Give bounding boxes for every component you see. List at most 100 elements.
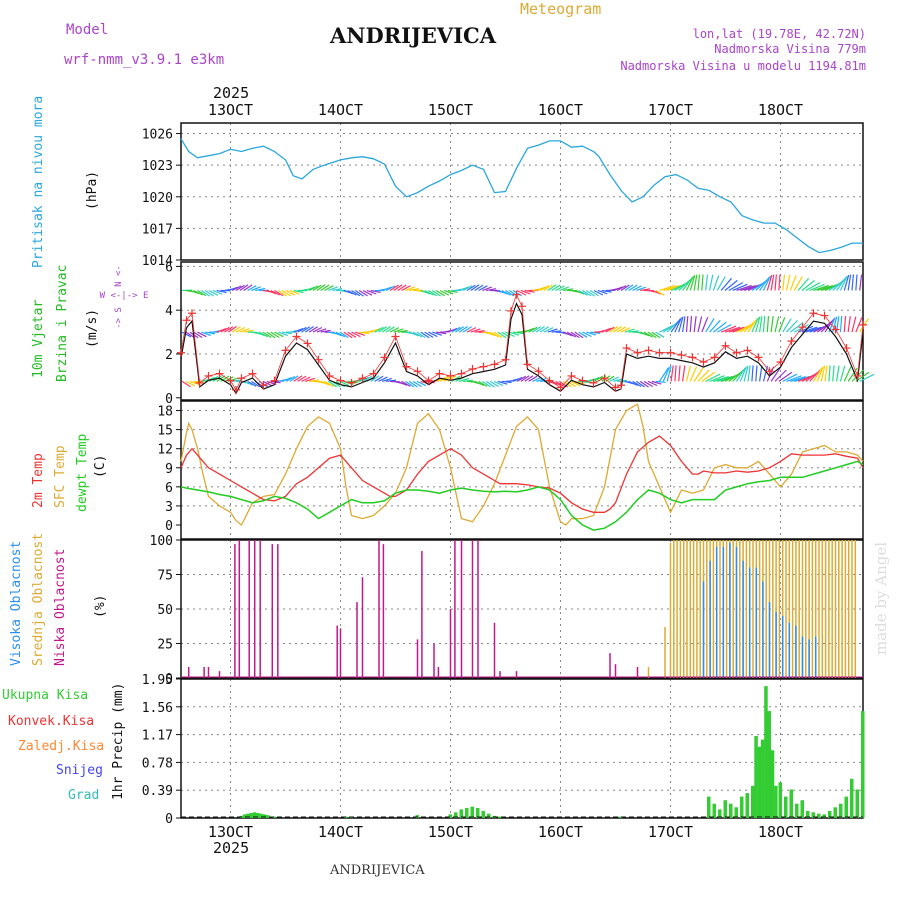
wind-arrow	[255, 287, 266, 292]
wind-ytick-label: 4	[165, 304, 173, 319]
wind-arrow	[812, 367, 823, 382]
wind-arrow	[320, 329, 331, 333]
wind-arrow	[324, 380, 334, 387]
wind-arrow	[197, 331, 207, 338]
wind-arrow	[843, 274, 850, 291]
wind-arrow	[582, 331, 592, 338]
wind-arrow	[458, 326, 468, 333]
temp-frame	[180, 400, 864, 540]
wind-arrow	[732, 283, 748, 292]
wind-arrow	[828, 365, 831, 382]
wind-arrow	[251, 380, 261, 388]
top-date-label: 18OCT	[758, 101, 803, 119]
wind-arrow	[385, 326, 395, 333]
wind-arrow	[797, 325, 814, 333]
temp-ytick-label: 6	[165, 481, 173, 496]
precip-bar	[465, 808, 469, 818]
cloud-ytick-label: 0	[165, 672, 173, 687]
credit-text: made by Angel	[872, 542, 890, 655]
wind-arrow	[462, 285, 473, 292]
wind-arrow	[566, 380, 577, 388]
wind-arrow	[185, 380, 196, 387]
wind-ytick-label: 6	[165, 260, 173, 275]
wind-label-1: 10m Vjetar	[31, 300, 46, 378]
wind-arrow	[224, 326, 234, 333]
precip-bar	[729, 803, 733, 818]
wind-arrow	[401, 285, 411, 292]
wind-arrow	[235, 284, 245, 291]
legend-snow: Snijeg	[56, 763, 103, 778]
wind-arrow	[740, 285, 756, 292]
wind-arrow	[536, 286, 546, 292]
wind-arrow	[247, 285, 257, 292]
precip-bar	[811, 812, 815, 818]
wind-arrow	[816, 366, 824, 382]
wind-arrow	[797, 278, 810, 291]
wind-arrow	[270, 331, 280, 339]
wind-arrow	[532, 326, 542, 333]
precip-bar	[252, 812, 257, 818]
wind-arrow	[543, 284, 553, 291]
wind-arrow	[516, 375, 527, 382]
wind-arrow	[482, 380, 492, 388]
wind-arrow	[658, 367, 669, 382]
wind-arrow	[701, 371, 716, 382]
t2m-line	[180, 435, 864, 513]
wind-arrow	[778, 274, 781, 291]
temp-unit: (C)	[93, 455, 108, 478]
precip-bar	[806, 810, 810, 818]
wind-arrow	[851, 316, 857, 333]
wind-arrow	[374, 375, 384, 382]
cloud-label-1: Visoka Oblacnost	[9, 541, 24, 666]
wind-arrow	[320, 284, 330, 291]
wind-arrow	[247, 380, 257, 387]
precip-bar	[459, 809, 463, 818]
precip-bar	[745, 793, 749, 818]
cloud-frame	[180, 539, 864, 679]
wind-frame	[180, 261, 864, 401]
wind-arrow	[539, 326, 550, 333]
wind-arrow	[566, 331, 577, 338]
wind-arrow	[301, 376, 311, 382]
wind-arrow	[790, 322, 804, 333]
wind-arrow	[485, 380, 495, 388]
wind-arrow	[278, 331, 289, 337]
wind-arrow	[497, 289, 508, 295]
wind-arrow	[220, 375, 230, 382]
bottom-date-label: 14OCT	[318, 823, 363, 841]
wind-arrow	[685, 316, 689, 333]
wind-arrow	[428, 331, 438, 338]
precip-bar	[470, 806, 474, 818]
wind-arrow	[201, 289, 210, 297]
precip-bar	[707, 796, 711, 818]
wind-arrow	[386, 379, 397, 382]
wind-arrow	[239, 284, 249, 291]
precip-panel: 0 0.39 0.78 1.17 1.56 1.95	[142, 673, 865, 827]
wind-arrow	[582, 289, 592, 297]
wind-arrow	[632, 380, 642, 388]
wind-arrow	[570, 331, 580, 339]
wind-arrow	[709, 375, 725, 382]
wind-arrow	[766, 316, 770, 333]
wind-arrow	[493, 380, 504, 387]
wind-arrow	[578, 289, 588, 296]
wind-arrow	[659, 284, 675, 292]
wind-arrow	[774, 369, 787, 382]
precip-bar	[774, 785, 778, 818]
bottom-date-label: 13OCT	[208, 823, 253, 841]
year-label-bottom: 2025	[213, 839, 249, 857]
wind-gust-line	[180, 293, 864, 391]
wind-arrow	[370, 375, 380, 382]
wind-arrow	[382, 377, 392, 382]
wind-arrow	[424, 289, 434, 296]
wind-arrow	[320, 380, 331, 386]
wind-arrow	[674, 317, 683, 333]
wind-arrow	[647, 380, 658, 387]
wind-arrow	[578, 331, 588, 338]
precip-bar	[767, 711, 771, 818]
bottom-date-label: 18OCT	[758, 823, 803, 841]
wind-arrow	[447, 289, 458, 293]
wind-arrow	[793, 276, 803, 291]
precip-bar	[723, 800, 727, 818]
